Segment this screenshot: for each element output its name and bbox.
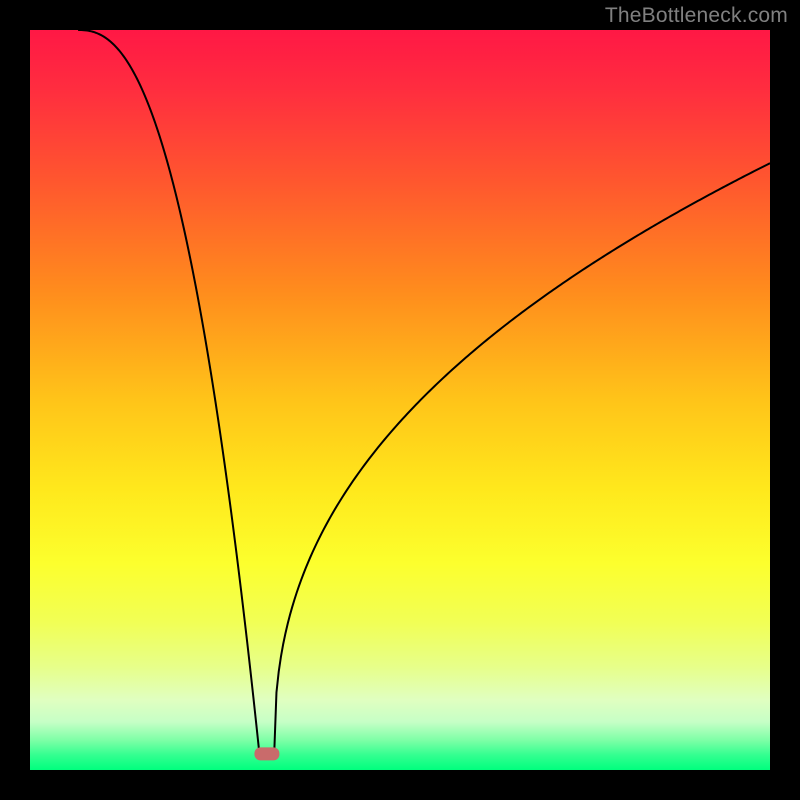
optimum-marker bbox=[254, 747, 279, 760]
watermark-text: TheBottleneck.com bbox=[605, 4, 788, 28]
chart-frame: TheBottleneck.com bbox=[0, 0, 800, 800]
plot-area bbox=[30, 30, 770, 770]
bottleneck-curve bbox=[30, 30, 770, 770]
